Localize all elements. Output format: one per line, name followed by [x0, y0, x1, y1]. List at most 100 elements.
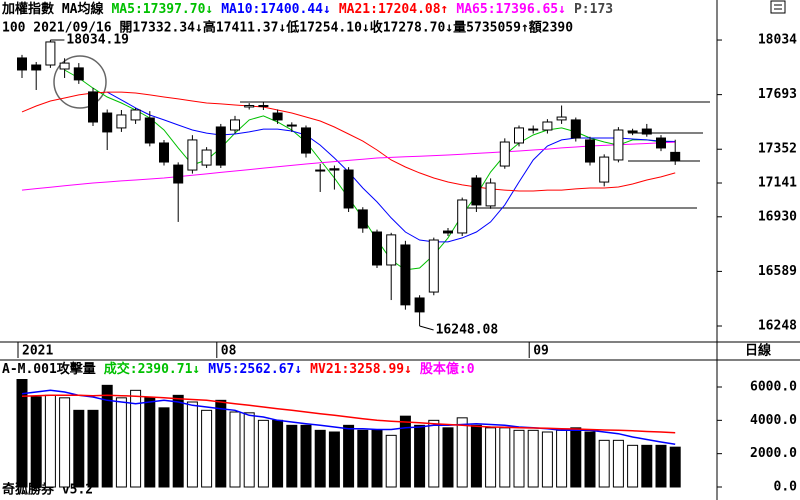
candle-body — [514, 127, 524, 144]
volume-bar — [144, 397, 156, 488]
candle-body — [315, 169, 326, 172]
volume-bar — [328, 431, 340, 488]
volume-bar — [357, 429, 369, 488]
legend: 加權指數 MA均線 MA5:17397.70↓ MA10:17400.44↓ MA21… — [1, 1, 613, 17]
volume-bar — [456, 417, 468, 488]
volume-bar — [314, 429, 326, 488]
candle-body — [400, 244, 411, 306]
candle-body — [542, 121, 553, 131]
legend-entry: MA21:17204.08↑ — [339, 2, 449, 17]
candle-body — [59, 62, 70, 70]
candle-body — [258, 105, 269, 108]
volume-bar — [158, 407, 170, 488]
candle-body — [485, 182, 496, 207]
candle-body — [343, 169, 354, 209]
volume-bar — [385, 434, 397, 488]
y-tick-label: 0.0 — [774, 480, 798, 495]
legend-entry: MA10:17400.44↓ — [221, 2, 331, 17]
window-icon[interactable] — [770, 0, 786, 14]
candle-body — [357, 209, 368, 229]
ma-line — [21, 141, 676, 191]
volume-ma-line — [21, 394, 676, 434]
y-tick-label: 17141 — [758, 176, 797, 191]
legend-entry: 成交:2390.71↓ — [104, 361, 200, 377]
legend-entry: 股本億:0 — [420, 361, 475, 377]
candle-body — [329, 168, 340, 171]
x-tick-label: 09 — [533, 344, 549, 359]
y-tick-label: 4000.0 — [750, 413, 797, 428]
volume-bar — [44, 394, 56, 488]
candle-body — [386, 234, 397, 266]
candle-body — [173, 164, 184, 184]
trend-lines — [240, 101, 710, 209]
y-tick-label: 16930 — [758, 209, 797, 224]
volume-bar — [300, 424, 312, 488]
volume-bar — [414, 424, 426, 488]
candle-body — [17, 57, 27, 71]
info-line: 100 2021/09/16 開17332.34↓高17411.37↓低1725… — [2, 20, 573, 36]
legend-entry: A-M.001攻擊量 — [2, 361, 96, 377]
candle-body — [73, 67, 84, 81]
annotation: 16248.08 — [436, 322, 499, 337]
volume-bar — [399, 415, 411, 488]
candle-body — [556, 116, 567, 121]
ma-line — [21, 91, 676, 192]
y-tick-label: 6000.0 — [750, 380, 797, 395]
volume-bar — [442, 427, 454, 488]
volume-bar — [641, 444, 653, 488]
volume-bar — [286, 424, 298, 488]
candle-body — [656, 137, 666, 149]
candle-body — [215, 126, 226, 166]
volume-bar — [343, 424, 355, 488]
volume-bar — [272, 419, 284, 488]
volume-bar — [229, 411, 241, 488]
volume-bar — [584, 431, 596, 488]
candle-body — [613, 129, 624, 161]
volume-bar — [669, 446, 681, 488]
candle-body — [443, 230, 453, 234]
candle-body — [585, 139, 595, 163]
candle-body — [414, 297, 425, 313]
legend-entry: P:173 — [574, 2, 613, 17]
volume-bar — [541, 431, 553, 488]
candle-body — [471, 177, 482, 206]
candle-body — [372, 231, 382, 266]
volume-bar — [627, 444, 639, 488]
candle-body — [45, 41, 56, 66]
candle-body — [627, 130, 638, 133]
candle-body — [641, 128, 652, 135]
y-tick-label: 2000.0 — [750, 446, 797, 461]
candle-body — [499, 141, 510, 167]
volume-bar — [556, 429, 568, 488]
candle-body — [570, 119, 581, 139]
legend-entry: MA5:17397.70↓ — [111, 2, 213, 17]
y-tick-label: 16589 — [758, 264, 797, 279]
candle-body — [144, 117, 155, 144]
y-tick-label: 17693 — [758, 87, 797, 102]
candle-body — [201, 149, 212, 166]
volume-bar — [172, 394, 184, 488]
y-tick-label: 16248 — [758, 318, 797, 333]
candle-body — [102, 112, 113, 133]
candle-body — [528, 128, 539, 131]
annotation: 18034.19 — [66, 32, 129, 47]
y-tick-label: 17352 — [758, 142, 797, 157]
volume-bar — [130, 389, 142, 488]
candle-body — [301, 127, 311, 154]
volume-bar — [73, 409, 85, 488]
volume-bar — [612, 439, 624, 488]
candle-body — [187, 139, 198, 171]
volume-bar — [186, 401, 198, 488]
volume-bar — [59, 397, 71, 488]
candle-body — [670, 151, 681, 162]
volume-bar — [513, 429, 525, 488]
candle-body — [599, 156, 610, 183]
x-tick-label: 2021 — [22, 344, 53, 359]
period-label: 日線 — [745, 343, 772, 359]
legend-entry: MV5:2562.67↓ — [208, 362, 302, 377]
candle-body — [159, 142, 169, 163]
x-tick-label: 08 — [221, 344, 237, 359]
volume-bar — [470, 424, 482, 488]
candle-body — [88, 91, 98, 123]
